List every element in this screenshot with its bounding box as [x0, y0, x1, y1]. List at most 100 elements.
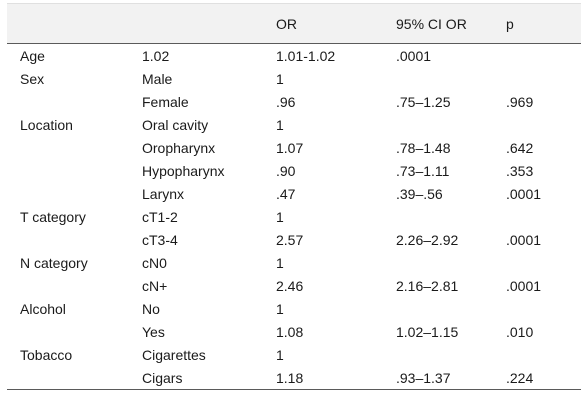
cell-ci — [396, 251, 506, 274]
cell-variable: Sex — [20, 70, 45, 87]
cell-variable — [7, 90, 142, 113]
cell-category: cN+ — [142, 277, 168, 294]
table-row: Sex Male 1 — [7, 67, 581, 90]
cell-ci: .0001 — [396, 47, 432, 64]
cell-p — [506, 67, 581, 90]
cell-category: Yes — [142, 323, 165, 340]
table-row: Location Oral cavity 1 — [7, 113, 581, 136]
cell-or: 1 — [276, 208, 284, 225]
cell-or: 1 — [276, 116, 284, 133]
header-cell-category — [142, 3, 276, 44]
cell-ci — [396, 297, 506, 320]
cell-category: cN0 — [142, 254, 167, 271]
header-cell-p: p — [506, 3, 581, 44]
cell-category: Oral cavity — [142, 116, 209, 133]
cell-variable — [7, 159, 142, 182]
cell-category: Female — [142, 93, 189, 110]
cell-or: .47 — [276, 185, 296, 202]
cell-category: 1.02 — [142, 47, 170, 64]
cell-or: 1 — [276, 346, 284, 363]
table-row: Alcohol No 1 — [7, 297, 581, 320]
cell-ci — [396, 205, 506, 228]
cell-category: Hypopharynx — [142, 162, 225, 179]
table-row: T category cT1-2 1 — [7, 205, 581, 228]
table-row: Yes 1.08 1.02–1.15 .010 — [7, 320, 581, 343]
cell-category: Cigars — [142, 366, 276, 390]
cell-or: 1.01-1.02 — [276, 47, 336, 64]
table-row: Cigars 1.18.93–1.37.224 — [7, 366, 581, 390]
header-cell-variable — [7, 3, 142, 44]
cell-or: 2.46 — [276, 277, 304, 294]
cell-variable: N category — [20, 254, 88, 271]
cell-p: .0001 — [506, 185, 542, 202]
cell-variable: T category — [20, 208, 86, 225]
cell-or: 1.18 — [276, 366, 396, 390]
odds-ratio-table-container: OR 95% CI OR p Age 1.02 1.01-1.02 .0001 Sex M… — [7, 3, 581, 390]
table-header: OR 95% CI OR p — [7, 3, 581, 44]
cell-ci: 2.26–2.92 — [396, 231, 459, 248]
cell-ci — [396, 67, 506, 90]
table-row: Oropharynx 1.07 .78–1.48 .642 — [7, 136, 581, 159]
cell-p: .224 — [506, 366, 581, 390]
cell-variable: Alcohol — [20, 300, 66, 317]
cell-or: .96 — [276, 93, 296, 110]
cell-variable — [7, 320, 142, 343]
cell-ci: .93–1.37 — [396, 366, 506, 390]
cell-variable — [7, 274, 142, 297]
table-row: Female .96 .75–1.25 .969 — [7, 90, 581, 113]
cell-p — [506, 343, 581, 366]
cell-or: 1.07 — [276, 139, 304, 156]
cell-p — [506, 205, 581, 228]
cell-p: .969 — [506, 93, 534, 110]
cell-variable: Age — [20, 47, 45, 64]
cell-ci: .39–.56 — [396, 185, 443, 202]
cell-or: 1.08 — [276, 323, 304, 340]
table-body: Age 1.02 1.01-1.02 .0001 Sex Male 1 Female .96 .7… — [7, 44, 581, 390]
cell-ci: 1.02–1.15 — [396, 323, 459, 340]
cell-ci: .78–1.48 — [396, 139, 451, 156]
cell-p — [506, 251, 581, 274]
header-cell-or: OR — [276, 3, 396, 44]
cell-category: cT1-2 — [142, 208, 178, 225]
cell-or: 1 — [276, 70, 284, 87]
cell-ci: .73–1.11 — [396, 162, 450, 179]
odds-ratio-table: OR 95% CI OR p Age 1.02 1.01-1.02 .0001 Sex M… — [7, 3, 581, 390]
cell-category: cT3-4 — [142, 231, 178, 248]
cell-p: .0001 — [506, 231, 542, 248]
cell-p — [506, 113, 581, 136]
table-row: Larynx .47 .39–.56 .0001 — [7, 182, 581, 205]
cell-variable: Location — [20, 116, 73, 133]
cell-or: .90 — [276, 162, 296, 179]
cell-or: 2.57 — [276, 231, 304, 248]
table-row: cT3-4 2.57 2.26–2.92 .0001 — [7, 228, 581, 251]
cell-variable — [7, 366, 142, 390]
cell-ci: .75–1.25 — [396, 93, 451, 110]
table-row: Age 1.02 1.01-1.02 .0001 — [7, 44, 581, 68]
header-row: OR 95% CI OR p — [7, 3, 581, 44]
cell-category: Larynx — [142, 185, 185, 202]
cell-variable: Tobacco — [20, 346, 73, 363]
cell-category: Oropharynx — [142, 139, 216, 156]
cell-p: .0001 — [506, 277, 542, 294]
cell-ci — [396, 343, 506, 366]
cell-p: .353 — [506, 162, 534, 179]
cell-category: No — [142, 300, 160, 317]
table-row: cN+ 2.46 2.16–2.81 .0001 — [7, 274, 581, 297]
header-cell-ci: 95% CI OR — [396, 3, 506, 44]
cell-p: .642 — [506, 139, 534, 156]
cell-variable — [7, 182, 142, 205]
cell-variable — [7, 228, 142, 251]
cell-category: Male — [142, 70, 173, 87]
cell-ci — [396, 113, 506, 136]
table-row: Tobacco Cigarettes 1 — [7, 343, 581, 366]
cell-p: .010 — [506, 323, 534, 340]
table-row: Hypopharynx .90 .73–1.11 .353 — [7, 159, 581, 182]
cell-p — [506, 297, 581, 320]
cell-or: 1 — [276, 254, 284, 271]
cell-category: Cigarettes — [142, 346, 206, 363]
cell-variable — [7, 136, 142, 159]
table-row: N category cN0 1 — [7, 251, 581, 274]
cell-ci: 2.16–2.81 — [396, 277, 459, 294]
cell-or: 1 — [276, 300, 284, 317]
cell-p — [506, 44, 581, 68]
